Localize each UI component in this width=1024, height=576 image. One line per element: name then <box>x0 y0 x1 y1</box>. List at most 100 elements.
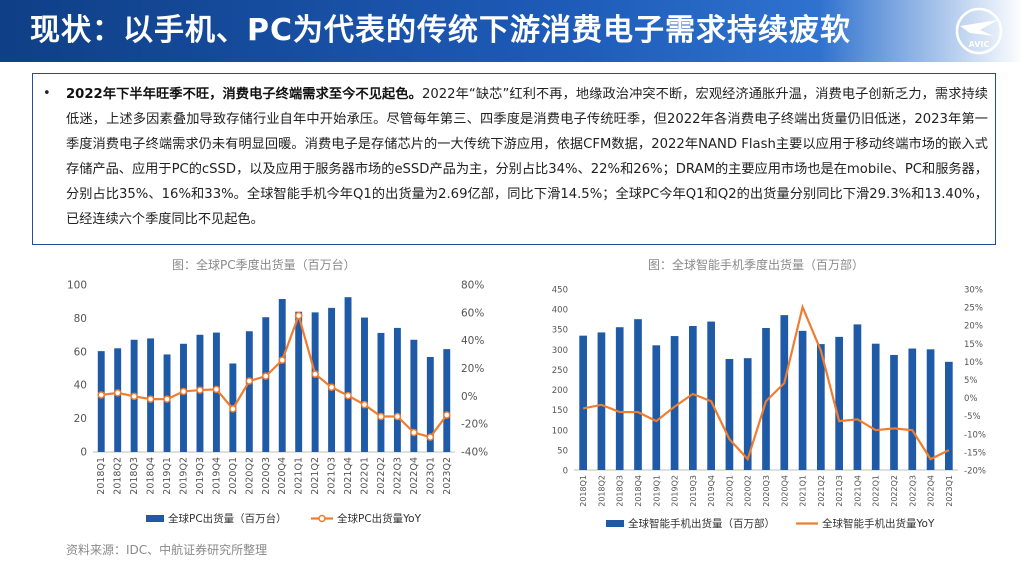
x-tick-label: 2021Q1 <box>799 475 808 507</box>
yoy-point <box>113 389 122 397</box>
yoy-point <box>311 370 319 378</box>
y-left-tick-label: 0 <box>80 447 87 459</box>
x-tick-label: 2021Q4 <box>343 457 354 495</box>
x-tick-label: 2018Q4 <box>146 457 157 495</box>
x-tick-label: 2018Q2 <box>113 457 124 495</box>
legend-bar-label: 全球智能手机出货量（百万部） <box>628 517 775 530</box>
bar <box>762 328 770 470</box>
x-tick-label: 2022Q4 <box>927 475 936 507</box>
yoy-point <box>294 311 303 320</box>
summary-box: • 2022年下半年旺季不旺，消费电子终端需求至今不见起色。2022年“缺芯”红… <box>32 73 996 245</box>
x-tick-label: 2020Q3 <box>261 457 272 495</box>
x-tick-label: 2021Q3 <box>327 457 338 495</box>
y-right-tick-label: 15% <box>964 340 983 350</box>
x-tick-label: 2022Q3 <box>908 475 917 507</box>
y-left-tick-label: 50 <box>557 446 568 456</box>
phone-chart-caption: 图：全球智能手机季度出货量（百万部） <box>648 258 865 272</box>
legend-bar-swatch <box>146 515 164 522</box>
yoy-point <box>327 383 336 392</box>
y-right-tick-label: 40% <box>461 335 484 347</box>
bar <box>798 330 807 470</box>
y-right-tick-label: 0% <box>964 394 978 404</box>
bar <box>707 321 715 470</box>
page-title: 现状：以手机、PC为代表的传统下游消费电子需求持续疲软 <box>30 13 852 48</box>
x-tick-label: 2021Q2 <box>817 475 826 507</box>
x-tick-label: 2021Q1 <box>294 457 305 495</box>
bar <box>725 358 734 470</box>
y-left-tick-label: 100 <box>552 426 568 436</box>
bar <box>410 339 418 452</box>
x-tick-label: 2021Q2 <box>310 457 321 495</box>
y-right-tick-label: -15% <box>964 448 986 458</box>
x-tick-label: 2020Q1 <box>228 457 239 495</box>
y-left-tick-label: 250 <box>552 366 568 376</box>
bar <box>871 343 880 470</box>
bar <box>634 319 642 470</box>
y-left-tick-label: 20 <box>74 413 87 425</box>
summary-bullet: • <box>43 86 51 101</box>
y-left-tick-label: 300 <box>552 346 568 356</box>
x-tick-label: 2022Q4 <box>409 457 420 495</box>
bar <box>908 348 917 470</box>
x-tick-label: 2022Q2 <box>376 457 387 495</box>
y-right-tick-label: -20% <box>964 467 986 477</box>
yoy-point <box>97 391 105 399</box>
x-tick-label: 2019Q3 <box>689 475 698 507</box>
y-right-tick-label: 20% <box>461 363 484 375</box>
pc-chart-caption: 图：全球PC季度出货量（百万台） <box>172 258 356 272</box>
bar <box>817 344 825 470</box>
x-tick-label: 2019Q1 <box>652 475 661 507</box>
x-tick-label: 2020Q4 <box>277 457 288 495</box>
y-right-tick-label: -40% <box>461 447 488 459</box>
bar <box>743 358 752 470</box>
yoy-point <box>278 356 286 364</box>
yoy-point <box>344 391 352 400</box>
bar <box>311 312 319 452</box>
bar <box>890 354 898 470</box>
yoy-point <box>130 392 138 401</box>
y-right-tick-label: 60% <box>461 307 484 319</box>
bar <box>853 324 862 470</box>
y-right-tick-label: -10% <box>964 430 986 440</box>
yoy-point <box>262 372 270 380</box>
x-tick-label: 2018Q3 <box>129 457 140 495</box>
y-right-tick-label: 5% <box>964 376 978 386</box>
yoy-point <box>146 395 155 403</box>
bar <box>597 332 606 470</box>
bar <box>344 297 352 452</box>
yoy-point <box>229 405 237 413</box>
x-tick-label: 2023Q1 <box>425 457 436 495</box>
x-tick-label: 2019Q4 <box>707 475 716 507</box>
x-tick-label: 2019Q3 <box>195 457 206 495</box>
bar <box>97 351 105 452</box>
yoy-line <box>101 312 448 439</box>
x-tick-label: 2019Q2 <box>179 457 190 495</box>
x-tick-label: 2020Q4 <box>780 475 789 507</box>
bar <box>163 354 171 452</box>
x-tick-label: 2018Q4 <box>634 475 643 507</box>
y-left-tick-label: 150 <box>552 406 568 416</box>
yoy-point <box>393 412 402 421</box>
bar <box>615 327 624 470</box>
x-tick-label: 2021Q4 <box>853 475 862 507</box>
y-right-tick-label: 0% <box>461 391 478 403</box>
y-right-tick-label: -20% <box>461 419 488 431</box>
legend-bar-label: 全球PC出货量（百万台） <box>168 512 287 525</box>
bar <box>114 348 122 452</box>
y-right-tick-label: 25% <box>964 304 983 314</box>
y-left-tick-label: 350 <box>552 326 568 336</box>
yoy-point <box>426 433 435 441</box>
bar <box>652 345 661 470</box>
y-right-tick-label: 20% <box>964 322 983 332</box>
source-note: 资料来源：IDC、中航证券研究所整理 <box>66 543 268 557</box>
bar <box>245 331 253 452</box>
yoy-point <box>245 377 254 385</box>
bar <box>926 349 935 470</box>
yoy-point <box>443 411 451 419</box>
bar <box>295 311 303 452</box>
y-left-tick-label: 80 <box>74 313 87 325</box>
x-tick-label: 2022Q3 <box>392 457 403 495</box>
logo-text: AVIC <box>969 40 990 49</box>
legend-line-label: 全球智能手机出货量YoY <box>822 517 935 530</box>
summary-text: 2022年下半年旺季不旺，消费电子终端需求至今不见起色。2022年“缺芯”红利不… <box>66 82 988 232</box>
